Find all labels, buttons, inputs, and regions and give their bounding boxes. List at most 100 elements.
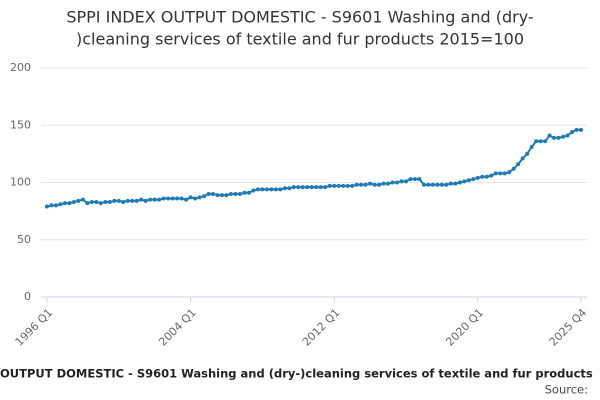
point <box>408 177 413 182</box>
point <box>556 135 561 140</box>
x-tick-label: 2004 Q1 <box>156 306 199 349</box>
point <box>561 134 566 139</box>
point <box>327 183 332 188</box>
line <box>46 128 581 208</box>
point <box>350 183 355 188</box>
x-tick-label: 1996 Q1 <box>13 306 56 349</box>
point <box>341 183 346 188</box>
point <box>67 201 72 206</box>
point <box>552 135 557 140</box>
footer: OUTPUT DOMESTIC - S9601 Washing and (dry… <box>0 367 593 381</box>
point <box>179 196 184 201</box>
point <box>412 177 417 182</box>
point <box>139 197 144 202</box>
point <box>278 187 283 192</box>
point <box>395 180 400 185</box>
point <box>444 182 449 187</box>
y-tick-label: 0 <box>24 290 31 303</box>
point <box>507 170 512 175</box>
point <box>368 181 373 186</box>
point <box>269 187 274 192</box>
point <box>543 139 548 144</box>
point <box>246 190 251 195</box>
point <box>161 196 166 201</box>
point <box>89 199 94 204</box>
point <box>359 182 364 187</box>
point <box>314 185 319 190</box>
point <box>511 166 516 171</box>
point <box>426 182 431 187</box>
point <box>107 199 112 204</box>
point <box>125 198 130 203</box>
point <box>242 190 247 195</box>
point <box>170 196 175 201</box>
point <box>296 185 301 190</box>
point <box>98 201 103 206</box>
point <box>228 191 233 196</box>
point <box>318 185 323 190</box>
point <box>516 162 521 167</box>
point <box>130 198 135 203</box>
point <box>237 191 242 196</box>
point <box>565 133 570 138</box>
point <box>462 179 467 184</box>
x-tick-label: 2020 Q1 <box>443 306 486 349</box>
point <box>386 181 391 186</box>
point <box>471 177 476 182</box>
point <box>466 178 471 183</box>
point <box>403 179 408 184</box>
point <box>475 175 480 180</box>
point <box>62 201 67 206</box>
point <box>71 199 76 204</box>
point <box>525 151 530 156</box>
point <box>421 182 426 187</box>
point <box>417 177 422 182</box>
point <box>547 133 552 138</box>
point <box>457 180 462 185</box>
point <box>282 186 287 191</box>
point <box>166 196 171 201</box>
y-tick-label: 50 <box>17 233 31 246</box>
point <box>300 185 305 190</box>
point <box>309 185 314 190</box>
point <box>264 187 269 192</box>
point <box>220 193 225 198</box>
source: Source: <box>545 383 588 397</box>
point <box>579 127 583 132</box>
point <box>53 203 58 208</box>
point <box>332 183 337 188</box>
y-tick-label: 200 <box>10 61 31 74</box>
point <box>76 198 81 203</box>
point <box>399 179 404 184</box>
point <box>116 198 121 203</box>
point <box>354 182 359 187</box>
point <box>143 198 148 203</box>
point <box>287 186 292 191</box>
point <box>498 171 503 176</box>
x-tick-label: 2012 Q1 <box>300 306 343 349</box>
point <box>381 181 386 186</box>
point <box>148 197 153 202</box>
point <box>49 203 54 208</box>
chart-title: SPPI INDEX OUTPUT DOMESTIC - S9601 Washi… <box>66 8 533 27</box>
x-tick-label: 2025 Q4 <box>547 306 590 349</box>
point <box>255 187 260 192</box>
point <box>193 196 198 201</box>
point <box>260 187 265 192</box>
point <box>157 197 162 202</box>
point <box>484 174 489 179</box>
point <box>251 188 256 193</box>
point <box>534 139 539 144</box>
point <box>85 201 90 206</box>
point <box>430 182 435 187</box>
point <box>439 182 444 187</box>
point <box>363 182 368 187</box>
point <box>574 127 579 132</box>
point <box>80 197 85 202</box>
point <box>175 196 180 201</box>
point <box>224 193 229 198</box>
point <box>206 191 211 196</box>
point <box>94 199 99 204</box>
y-tick-label: 150 <box>10 118 31 131</box>
